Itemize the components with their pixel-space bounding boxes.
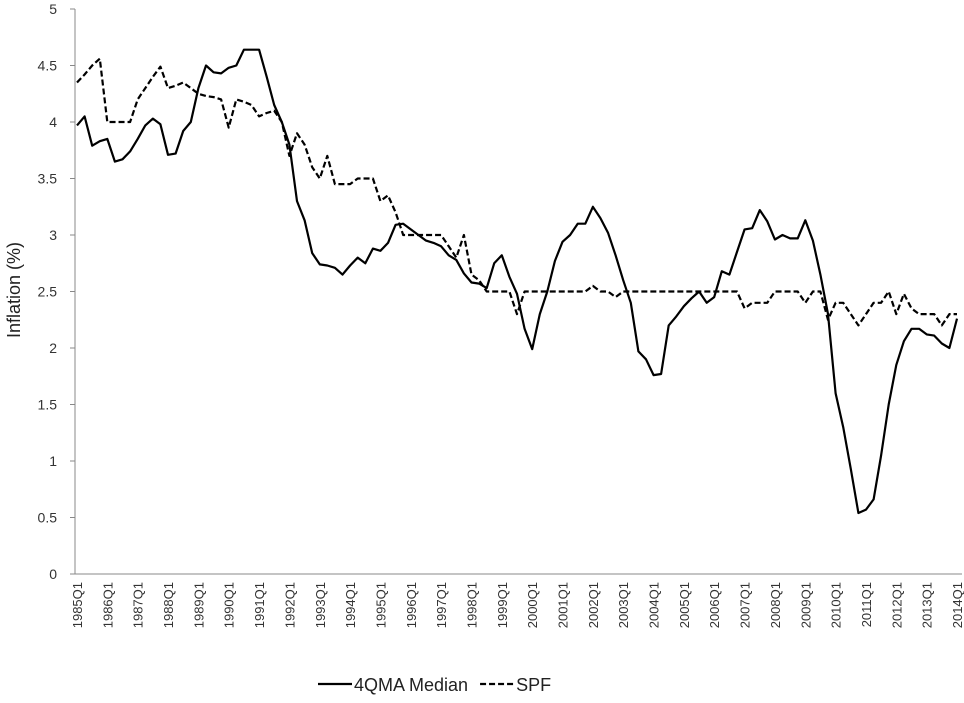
legend-label: 4QMA Median — [354, 675, 468, 695]
y-axis-title: Inflation (%) — [4, 242, 24, 338]
y-tick-label: 0.5 — [38, 510, 58, 526]
x-tick-label: 1996Q1 — [404, 582, 419, 628]
x-tick-label: 2005Q1 — [677, 582, 692, 628]
legend-label: SPF — [516, 675, 551, 695]
y-tick-label: 1 — [49, 453, 57, 469]
x-tick-label: 2009Q1 — [798, 582, 813, 628]
x-tick-label: 1985Q1 — [70, 582, 85, 628]
x-tick-label: 1994Q1 — [343, 582, 358, 628]
x-tick-label: 1992Q1 — [282, 582, 297, 628]
series-line — [76, 48, 959, 515]
x-tick-label: 1986Q1 — [100, 582, 115, 628]
x-tick-label: 1988Q1 — [161, 582, 176, 628]
x-tick-label: 2010Q1 — [829, 582, 844, 628]
x-tick-label: 2002Q1 — [586, 582, 601, 628]
x-tick-label: 1995Q1 — [373, 582, 388, 628]
x-tick-label: 1990Q1 — [222, 582, 237, 628]
x-tick-label: 2004Q1 — [647, 582, 662, 628]
x-tick-label: 2001Q1 — [556, 582, 571, 628]
x-tick-label: 1997Q1 — [434, 582, 449, 628]
x-tick-label: 1998Q1 — [464, 582, 479, 628]
x-tick-label: 2000Q1 — [525, 582, 540, 628]
y-tick-label: 1.5 — [38, 397, 58, 413]
x-tick-label: 1987Q1 — [131, 582, 146, 628]
x-tick-label: 2007Q1 — [738, 582, 753, 628]
x-tick-label: 1989Q1 — [191, 582, 206, 628]
x-tick-label: 2008Q1 — [768, 582, 783, 628]
y-tick-label: 3 — [49, 227, 57, 243]
y-tick-label: 5 — [49, 1, 57, 17]
x-tick-label: 2011Q1 — [859, 582, 874, 627]
y-tick-label: 0 — [49, 566, 57, 582]
y-tick-label: 2 — [49, 340, 57, 356]
x-tick-label: 2014Q1 — [950, 582, 964, 628]
x-tick-label: 1991Q1 — [252, 582, 267, 628]
x-tick-label: 2003Q1 — [616, 582, 631, 628]
y-tick-label: 4.5 — [38, 58, 58, 74]
x-tick-label: 2006Q1 — [707, 582, 722, 628]
x-tick-label: 2012Q1 — [889, 582, 904, 628]
x-tick-label: 1999Q1 — [495, 582, 510, 628]
y-tick-label: 4 — [49, 114, 57, 130]
y-tick-label: 2.5 — [38, 284, 58, 300]
series-line — [76, 57, 957, 327]
y-tick-label: 3.5 — [38, 171, 58, 187]
x-tick-label: 2013Q1 — [920, 582, 935, 628]
x-tick-label: 1993Q1 — [313, 582, 328, 628]
